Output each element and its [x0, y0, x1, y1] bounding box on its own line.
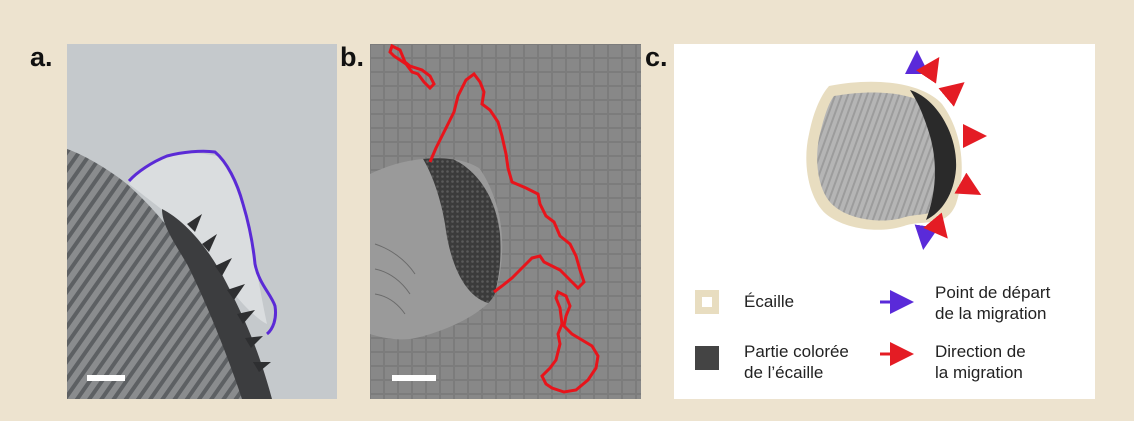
direction-arrow-5 [923, 212, 948, 239]
panel-b-micrograph [370, 44, 641, 399]
dark-spine-row [162, 209, 272, 399]
panel-a-micrograph [67, 44, 337, 399]
scale-bar-b [392, 375, 436, 381]
purple-outline [127, 149, 277, 336]
red-outline-top [388, 44, 436, 91]
panel-b-image [370, 44, 641, 399]
panel-label-a: a. [30, 42, 53, 72]
panel-label-c: c. [645, 42, 668, 72]
legend-colored-line2: de l’écaille [744, 363, 824, 382]
spines [187, 214, 271, 372]
legend-scale-swatch-inner [702, 297, 712, 307]
legend-colored-line1: Partie colorée [744, 342, 849, 361]
panel-label-b: b. [340, 42, 364, 72]
pigmented-region [420, 158, 501, 304]
direction-arrow-2 [938, 82, 965, 107]
legend-scale-text: Écaille [744, 292, 795, 311]
legend-start-line1: Point de départ [935, 283, 1051, 302]
schematic-scale-body [817, 92, 952, 221]
legend-start-label: Point de départ de la migration [935, 282, 1050, 324]
start-arrow-bottom [914, 224, 939, 250]
membrane-region [129, 153, 267, 324]
panel-c-schematic: Écaille Partie colorée de l’écaille Poin… [674, 44, 1095, 399]
legend-colored-swatch [695, 346, 719, 370]
legend-direction-label: Direction de la migration [935, 341, 1026, 383]
schematic-diagram [695, 50, 987, 370]
legend-scale-label: Écaille [744, 291, 794, 312]
legend-start-line2: de la migration [935, 304, 1047, 323]
direction-arrow-4 [954, 172, 982, 195]
legend-direction-line2: la migration [935, 363, 1023, 382]
red-outline-main [428, 71, 586, 294]
scale-bar-a [87, 375, 125, 381]
direction-arrow-1 [916, 57, 940, 84]
panel-a-image [67, 44, 337, 399]
red-outline-bottom [540, 289, 600, 394]
legend-direction-line1: Direction de [935, 342, 1026, 361]
schematic-colored-part [910, 90, 957, 220]
tissue-region [67, 149, 257, 399]
direction-arrows [916, 57, 987, 239]
legend-colored-label: Partie colorée de l’écaille [744, 341, 849, 383]
